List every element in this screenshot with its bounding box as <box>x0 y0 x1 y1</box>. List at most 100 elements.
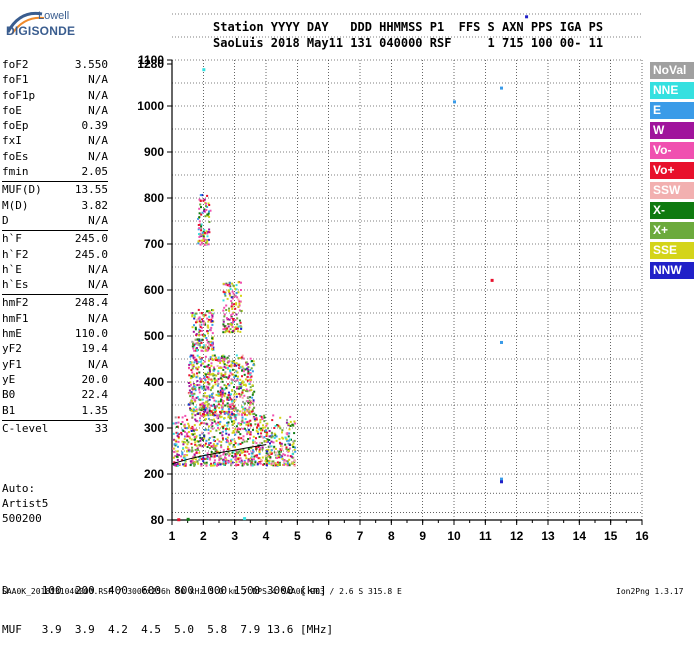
echo-point <box>272 464 275 467</box>
echo-point <box>191 416 194 419</box>
echo-point <box>203 405 206 408</box>
echo-point <box>222 323 225 326</box>
echo-point <box>201 407 203 410</box>
echo-point <box>237 436 240 439</box>
echo-point <box>215 374 218 377</box>
echo-point <box>288 432 291 435</box>
echo-point <box>256 431 259 433</box>
echo-point <box>204 314 207 317</box>
echo-point <box>186 418 189 421</box>
param-name: hmE <box>2 327 22 341</box>
echo-point <box>211 373 213 376</box>
echo-point <box>175 425 178 428</box>
echo-point <box>291 444 294 446</box>
echo-point <box>196 447 199 450</box>
param-name: h`Es <box>2 278 29 292</box>
echo-point <box>250 400 253 402</box>
echo-point <box>183 425 186 428</box>
echo-point <box>224 367 227 369</box>
echo-point <box>207 231 210 233</box>
echo-point <box>218 440 221 443</box>
echo-point <box>215 444 218 447</box>
param-row: foF1p N/A <box>2 89 108 104</box>
echo-point <box>200 227 203 230</box>
echo-point <box>217 450 220 453</box>
echo-point <box>221 430 224 433</box>
echo-point <box>288 447 291 450</box>
echo-point <box>232 321 234 324</box>
echo-point <box>174 455 177 458</box>
legend-item-noval: NoVal <box>650 62 694 79</box>
echo-point <box>195 435 198 438</box>
param-row: fxI N/A <box>2 134 108 149</box>
echo-point <box>220 374 223 377</box>
echo-point <box>241 411 244 414</box>
echo-point <box>228 283 231 286</box>
echo-point <box>202 313 205 316</box>
echo-point <box>230 393 232 396</box>
echo-point <box>181 453 184 456</box>
echo-point <box>200 385 203 388</box>
echo-point <box>271 419 274 422</box>
echo-point <box>228 453 231 456</box>
echo-point <box>229 288 232 291</box>
echo-point <box>234 319 237 322</box>
echo-point <box>203 461 206 464</box>
echo-point <box>247 372 250 375</box>
echo-point <box>177 440 180 443</box>
echo-point <box>214 411 217 414</box>
echo-point <box>207 212 210 215</box>
echo-point <box>198 316 201 319</box>
echo-point <box>242 400 244 403</box>
echo-point <box>210 455 213 458</box>
echo-point <box>201 437 204 440</box>
echo-point <box>201 415 204 418</box>
echo-point <box>217 382 220 385</box>
isolated-echo-point <box>202 68 206 72</box>
echo-point <box>198 328 201 331</box>
echo-point <box>243 394 246 397</box>
echo-point <box>221 391 224 394</box>
echo-point <box>181 421 184 423</box>
isolated-echo-point <box>453 100 456 104</box>
echo-point <box>196 338 199 341</box>
echo-point <box>212 309 215 312</box>
echo-point <box>245 457 248 460</box>
echo-point <box>235 456 237 459</box>
echo-point <box>204 373 207 376</box>
echo-point <box>241 441 244 444</box>
echo-point <box>221 394 224 397</box>
echo-point <box>227 394 230 397</box>
echo-point <box>287 439 290 442</box>
y-tick-label: 80 <box>151 513 165 527</box>
echo-point <box>173 438 176 441</box>
echo-point <box>209 442 212 444</box>
echo-point <box>252 392 255 395</box>
echo-point <box>221 408 224 411</box>
echo-point <box>213 374 216 377</box>
echo-point <box>198 356 201 359</box>
echo-point <box>193 349 196 352</box>
echo-point <box>233 400 236 402</box>
echo-point <box>183 438 186 441</box>
echo-point <box>221 404 224 407</box>
echo-point <box>209 456 211 459</box>
echo-point <box>229 294 232 297</box>
param-row: C-level 33 <box>2 422 108 437</box>
echo-point <box>230 417 233 420</box>
echo-point <box>221 434 224 437</box>
echo-point <box>237 291 240 294</box>
echo-point <box>215 412 218 415</box>
echo-point <box>198 339 201 342</box>
echo-point <box>283 454 286 457</box>
echo-point <box>260 435 263 438</box>
echo-point <box>203 210 205 213</box>
echo-point <box>230 439 232 442</box>
echo-point <box>191 449 194 452</box>
echo-point <box>217 394 220 397</box>
echo-point <box>285 460 288 463</box>
echo-point <box>282 453 285 456</box>
echo-point <box>237 458 240 460</box>
echo-point <box>188 435 191 438</box>
echo-point <box>216 442 219 445</box>
